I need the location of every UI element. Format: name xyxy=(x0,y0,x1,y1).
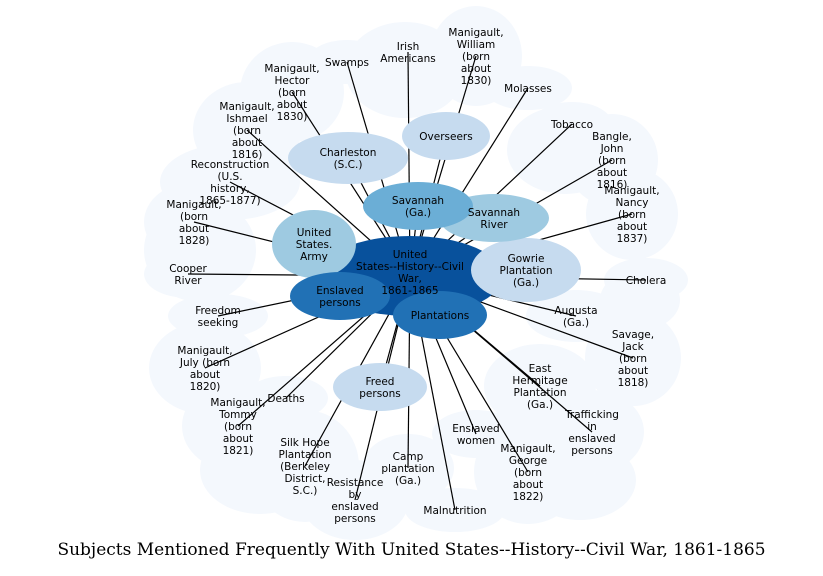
node-label-camp: Camp plantation (Ga.) xyxy=(381,451,434,487)
node-charleston[interactable] xyxy=(288,132,408,184)
node-label-savage-jack: Savage, Jack (born about 1818) xyxy=(612,329,654,389)
node-freed[interactable] xyxy=(333,363,427,411)
network-graph: Swamps Irish Americans Manigault, William (bo… xyxy=(144,6,688,540)
node-label-freed: Freed persons xyxy=(359,376,400,400)
node-label-born-1828: Manigault, (born about 1828) xyxy=(166,199,221,247)
node-label-reconstruction: Reconstruction (U.S. history, 1865-1877) xyxy=(191,159,270,207)
node-overseers[interactable] xyxy=(402,112,490,160)
node-label-manigault-july: Manigault, July (born about 1820) xyxy=(177,345,232,393)
node-label-manigault-george: Manigault, George (born about 1822) xyxy=(500,443,555,503)
node-label-augusta: Augusta (Ga.) xyxy=(554,305,597,329)
node-label-enslaved: Enslaved persons xyxy=(316,285,363,309)
node-label-gowrie: Gowrie Plantation (Ga.) xyxy=(499,253,552,289)
node-label-savannah-river: Savannah River xyxy=(468,207,520,231)
node-label-silk-hope: Silk Hope Plantation (Berkeley District, S.C… xyxy=(278,437,331,497)
node-label-bangle-john: Bangle, John (born about 1816) xyxy=(592,131,632,191)
node-label-overseers: Overseers xyxy=(419,131,472,143)
node-label-trafficking: Trafficking in enslaved persons xyxy=(564,409,619,457)
node-label-cooper: Cooper River xyxy=(169,263,207,287)
node-label-enslaved-women: Enslaved women xyxy=(452,423,499,447)
node-label-tobacco: Tobacco xyxy=(550,119,593,131)
node-layer: Swamps Irish Americans Manigault, William (bo… xyxy=(144,6,688,540)
node-savannah[interactable] xyxy=(363,182,473,230)
node-label-malnutrition: Malnutrition xyxy=(423,505,486,517)
node-army[interactable] xyxy=(272,210,356,278)
node-label-savannah: Savannah (Ga.) xyxy=(392,195,444,219)
node-label-manigault-william: Manigault, William (born about 1830) xyxy=(448,27,503,87)
node-label-manigault-ishmael: Manigault, Ishmael (born about 1816) xyxy=(219,101,274,161)
node-plantations[interactable] xyxy=(393,291,487,339)
node-label-plantations: Plantations xyxy=(411,310,469,322)
node-label-center: United States--History--Civil War, 1861-186… xyxy=(356,249,464,297)
node-label-cholera: Cholera xyxy=(626,275,667,287)
graph-caption: Subjects Mentioned Frequently With Unite… xyxy=(57,540,766,560)
node-label-army: United States. Army xyxy=(296,227,333,263)
node-label-manigault-hector: Manigault, Hector (born about 1830) xyxy=(264,63,319,123)
node-enslaved[interactable] xyxy=(290,272,390,320)
node-label-swamps: Swamps xyxy=(325,57,369,69)
node-label-manigault-nancy: Manigault, Nancy (born about 1837) xyxy=(604,185,659,245)
node-label-manigault-tommy: Manigault, Tommy (born about 1821) xyxy=(210,397,265,457)
node-label-irish: Irish Americans xyxy=(380,41,435,65)
node-label-charleston: Charleston (S.C.) xyxy=(320,147,377,171)
node-label-deaths: Deaths xyxy=(267,393,304,405)
node-label-resistance: Resistance by enslaved persons xyxy=(327,477,384,525)
node-label-freedom: Freedom seeking xyxy=(195,305,241,329)
node-label-molasses: Molasses xyxy=(504,83,552,95)
node-label-east-hermitage: East Hermitage Plantation (Ga.) xyxy=(512,363,567,411)
node-gowrie[interactable] xyxy=(471,238,581,302)
